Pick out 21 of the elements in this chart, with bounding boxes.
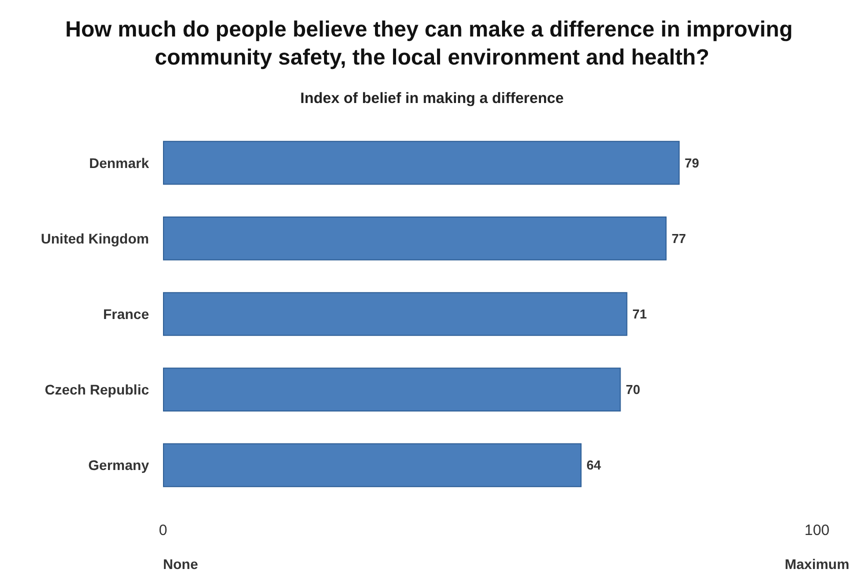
data-label: 77	[672, 230, 686, 246]
text: None	[163, 556, 198, 572]
y-tick-label: Czech Republic	[44, 382, 150, 398]
x-tick-label: 0	[158, 522, 168, 539]
data-label: 70	[626, 382, 640, 398]
data-label: 79	[684, 155, 700, 170]
bar	[163, 140, 680, 185]
bar	[163, 443, 582, 488]
bar	[163, 292, 628, 336]
chart-subtitle: Index of belief in making a difference	[300, 90, 564, 107]
y-tick-label: Denmark	[89, 154, 150, 171]
y-tick-label: France	[103, 306, 150, 322]
data-label: 64	[586, 458, 602, 473]
y-tick-label: United Kingdom	[40, 230, 149, 246]
chart-title: How much do people believe they can make a difference in improving community safety, the local environment and health?	[65, 16, 799, 70]
text: Maximum	[784, 556, 850, 572]
y-tick-label: Germany	[88, 457, 150, 474]
bar	[163, 368, 621, 412]
x-tick-label: 100	[804, 522, 830, 539]
data-label: 71	[632, 306, 647, 322]
bar	[163, 216, 667, 260]
